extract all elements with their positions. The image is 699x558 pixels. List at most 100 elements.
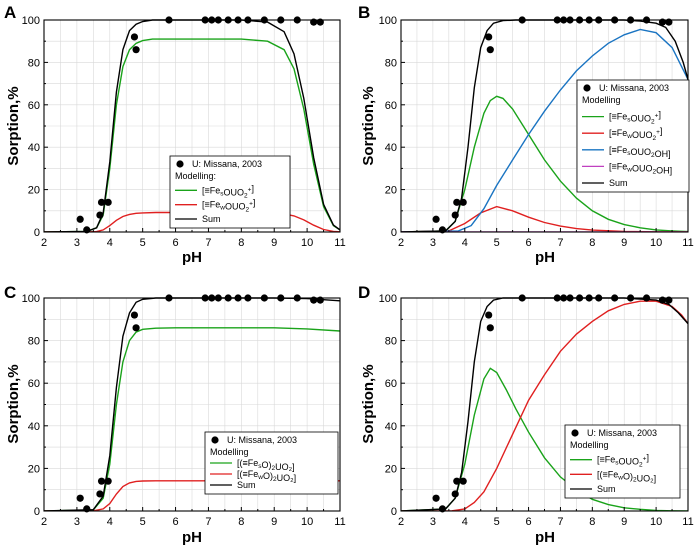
x-tick-label: 2 [398,237,404,249]
x-tick-label: 3 [74,516,80,528]
legend-item-label: [≡FesOUO2+] [597,453,649,469]
series-line-red [401,205,688,232]
series-line-red [44,211,340,232]
data-point [96,490,104,498]
legend-modelling-label: Modelling: [175,171,216,181]
x-tick-label: 6 [525,516,531,528]
legend: U: Missana, 2003 Modelling[(≡FesO)2UO₂][(… [204,431,339,495]
legend-marker [583,84,591,92]
y-tick-label: 100 [379,293,397,305]
data-point [97,198,106,206]
x-tick-label: 8 [589,237,595,249]
y-axis-label: Sorption,% [360,364,377,443]
x-tick-label: 7 [557,516,563,528]
x-tick-label: 11 [682,516,693,528]
legend-item-text-part: + [643,456,647,463]
legend-item-text-part: UO₂] [275,462,295,472]
legend-modelling-label: Modelling [570,440,609,450]
panel-letter: D [358,283,370,302]
y-tick-label: 40 [28,142,40,154]
legend-item-text-part: Sum [609,178,628,188]
legend-item-text-part: w [219,205,225,212]
legend-item-label: [(≡FesO)2UO₂] [237,458,295,472]
x-tick-label: 5 [140,516,146,528]
x-tick-label: 9 [271,237,277,249]
legend-box [169,155,291,229]
legend-item-text-part: ] [658,110,661,120]
data-point [76,494,84,502]
legend-item-text-part: Sum [237,480,256,490]
y-tick-label: 60 [385,378,397,390]
legend-item-text-part: w [257,474,263,481]
x-tick-label: 3 [430,516,436,528]
legend-item-text-part: UO₂] [277,473,297,483]
y-tick-label: 0 [391,227,397,239]
data-point [459,477,467,485]
legend-modelling-label: Modelling [210,447,249,457]
legend-item-text-part: 2 [639,462,643,469]
data-point [451,211,459,219]
data-point [459,198,467,206]
x-tick-label: 10 [650,237,662,249]
legend-item-label: Sum [597,484,616,494]
legend-item-text-part: s [258,463,262,470]
y-tick-label: 20 [28,463,40,475]
data-point [432,215,440,223]
x-tick-label: 10 [301,237,313,249]
x-axis-label: pH [535,529,555,546]
legend-item-text-part: w [617,474,623,481]
x-tick-label: 9 [621,516,627,528]
legend-item-text-part: ] [660,126,663,136]
panel-c: C 2 3 4 5 6 7 8 9 10 11 0 20 40 60 80 100 pH Sorption,% U: … [4,283,346,546]
panel-letter: A [4,3,16,22]
data-point [485,33,493,41]
x-tick-label: 4 [107,237,113,249]
legend-item-text-part: ] [253,198,256,208]
legend-item-text-part: 2 [652,168,656,175]
legend-item-text-part: [≡Fe [609,145,627,155]
x-tick-label: 11 [682,237,693,249]
legend-data-label: U: Missana, 2003 [587,428,657,438]
x-tick-label: 8 [238,516,244,528]
legend-item-label: [≡FesOUO2+] [609,110,661,126]
legend-box [576,79,690,193]
legend-item-text-part: [(≡Fe [237,458,258,468]
data-point [96,211,104,219]
y-tick-label: 20 [28,185,40,197]
y-tick-label: 60 [28,378,40,390]
legend-item-text-part: OUO [631,114,652,124]
legend-marker [176,160,184,168]
legend-marker [211,436,219,444]
data-point [130,33,139,41]
data-point [104,477,112,485]
legend-item-text-part: OH] [656,165,672,175]
x-tick-label: 8 [238,237,244,249]
legend-item-text-part: 2 [244,192,248,199]
x-tick-label: 2 [41,237,47,249]
x-tick-label: 6 [172,237,178,249]
x-tick-label: 2 [398,516,404,528]
legend-item-text-part: Sum [597,484,616,494]
legend-data-label: U: Missana, 2003 [227,435,297,445]
legend-item-text-part: 2 [651,119,655,126]
legend-item-text-part: UO₂] [637,473,657,483]
legend-item-text-part: [≡Fe [202,185,220,195]
legend-item-text-part: [(≡Fe [237,469,258,479]
y-tick-label: 80 [28,57,40,69]
series-line-green [401,367,688,511]
y-tick-label: 40 [28,421,40,433]
legend-item-text-part: O) [262,460,272,470]
data-point [486,324,494,332]
legend-item-text-part: 2 [633,476,637,483]
legend-item-text-part: [≡Fe [609,128,627,138]
x-tick-label: 9 [271,516,277,528]
x-axis-label: pH [182,249,202,266]
legend-item-text-part: 2 [652,135,656,142]
legend-item-text-part: w [626,166,632,173]
panel-a: A 2 3 4 5 6 7 8 9 10 11 0 20 40 60 80 100 pH Sorption,% U: … [4,3,346,266]
legend-item-text-part: [≡Fe [597,455,615,465]
x-tick-label: 4 [107,516,113,528]
y-axis-label: Sorption,% [5,364,22,443]
x-tick-label: 7 [557,237,563,249]
x-tick-label: 7 [205,516,211,528]
